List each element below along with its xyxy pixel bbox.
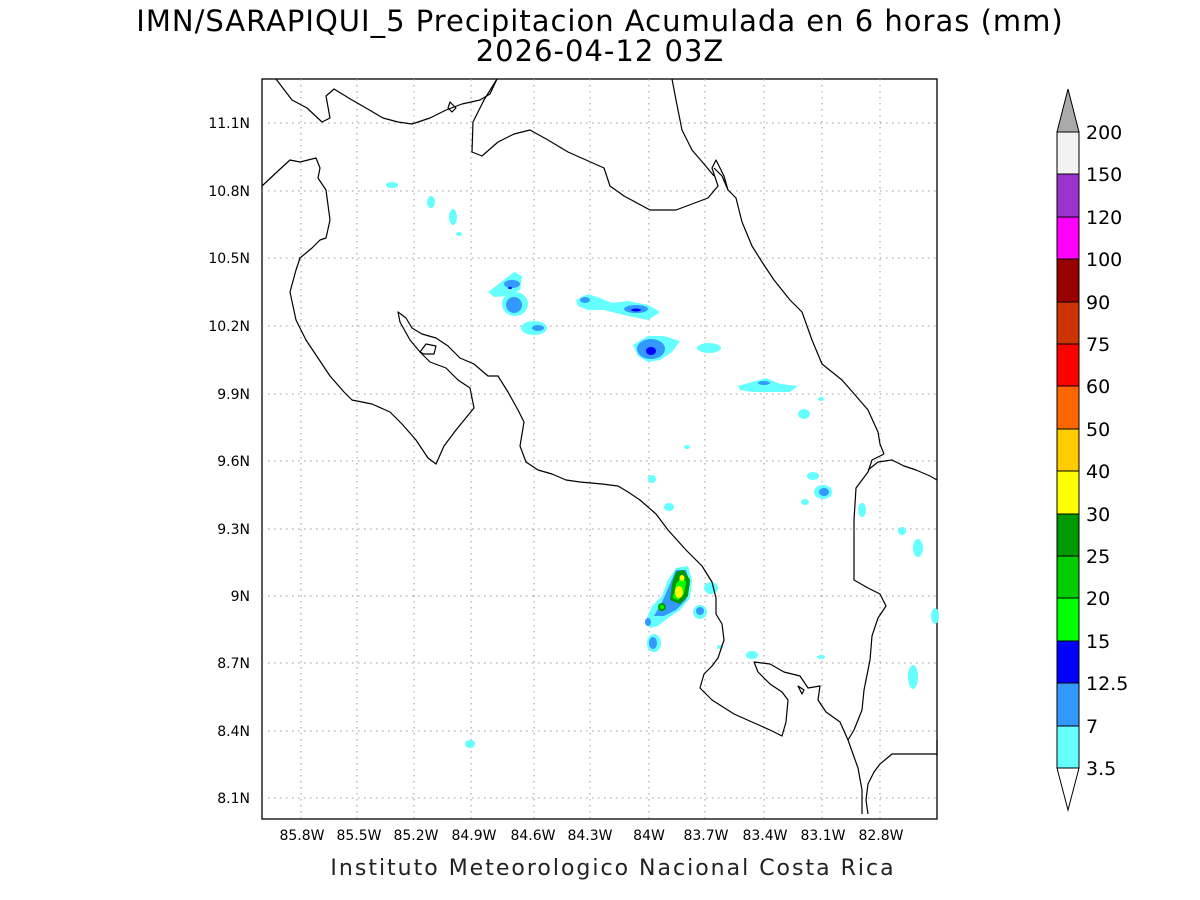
lon-tick-label: 82.8W: [858, 828, 903, 844]
lon-tick-label: 84.3W: [567, 828, 612, 844]
color-bar: [1056, 88, 1080, 812]
color-bar-label: 12.5: [1086, 673, 1128, 695]
color-bar-label: 50: [1086, 419, 1110, 441]
lon-tick-label: 84W: [633, 828, 665, 844]
lat-tick-label: 8.7N: [217, 656, 250, 672]
color-bar-label: 120: [1086, 207, 1122, 229]
lat-tick-label: 10.5N: [208, 251, 250, 267]
color-bar-label: 7: [1086, 716, 1098, 738]
lon-tick-labels: 85.8W 85.5W 85.2W 84.9W 84.6W 84.3W 84W …: [279, 828, 903, 844]
lon-tick-label: 85.2W: [393, 828, 438, 844]
lat-tick-label: 9.6N: [217, 454, 250, 470]
color-bar-label: 90: [1086, 292, 1110, 314]
lat-tick-label: 10.2N: [208, 319, 250, 335]
color-bar-label: 25: [1086, 546, 1110, 568]
coastlines: [261, 78, 938, 815]
color-bar-top-arrow: [1056, 88, 1080, 133]
map-frame: [261, 78, 938, 820]
lat-tick-label: 11.1N: [208, 116, 250, 132]
lon-tick-label: 83.1W: [800, 828, 845, 844]
color-bar-label: 3.5: [1086, 758, 1116, 780]
precipitation-areas: [386, 182, 939, 748]
color-bar-label: 30: [1086, 504, 1110, 526]
lat-tick-label: 8.4N: [217, 724, 250, 740]
lon-tick-label: 84.6W: [510, 828, 555, 844]
color-bar-label: 200: [1086, 122, 1122, 144]
lon-tick-label: 83.7W: [683, 828, 728, 844]
lat-tick-label: 9.9N: [217, 387, 250, 403]
lon-tick-label: 83.4W: [742, 828, 787, 844]
color-bar-label: 60: [1086, 376, 1110, 398]
map-datetime: 2026-04-12 03Z: [475, 34, 725, 68]
map-title: IMN/SARAPIQUI_5 Precipitacion Acumulada …: [136, 4, 1064, 38]
lat-tick-label: 9.3N: [217, 522, 250, 538]
lat-tick-label: 9N: [231, 589, 250, 605]
color-bar-label: 100: [1086, 249, 1122, 271]
color-bar-label: 40: [1086, 461, 1110, 483]
lon-tick-label: 85.8W: [279, 828, 324, 844]
lat-tick-labels: 11.1N 10.8N 10.5N 10.2N 9.9N 9.6N 9.3N 9…: [208, 116, 250, 807]
color-bar-label: 75: [1086, 334, 1110, 356]
lat-tick-label: 10.8N: [208, 184, 250, 200]
color-bar-label: 15: [1086, 631, 1110, 653]
map-grid: [262, 79, 937, 819]
lon-tick-label: 85.5W: [336, 828, 381, 844]
lat-tick-label: 8.1N: [217, 791, 250, 807]
color-bar-labels: 3.5 7 12.5 15 20 25 30 40 50 60 75 90 10…: [1086, 122, 1128, 780]
color-bar-label: 150: [1086, 164, 1122, 186]
color-bar-label: 20: [1086, 588, 1110, 610]
lon-tick-label: 84.9W: [451, 828, 496, 844]
color-bar-bottom-arrow: [1056, 767, 1080, 812]
footer-credit: Instituto Meteorologico Nacional Costa R…: [330, 856, 896, 881]
